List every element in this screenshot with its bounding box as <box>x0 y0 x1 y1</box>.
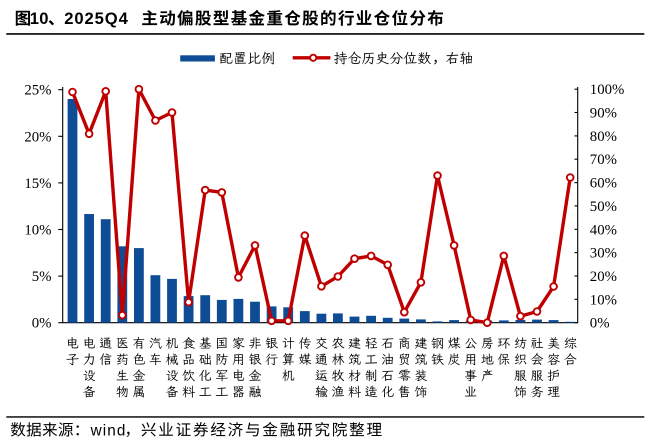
svg-text:wind: wind <box>90 422 127 439</box>
svg-text:5%: 5% <box>32 269 52 285</box>
svg-text:0%: 0% <box>590 316 610 332</box>
svg-text:50%: 50% <box>590 199 617 215</box>
svg-text:40%: 40% <box>590 222 617 238</box>
svg-text:2025Q4: 2025Q4 <box>64 9 128 28</box>
svg-text:15%: 15% <box>24 176 51 192</box>
svg-text:10%: 10% <box>24 223 51 239</box>
svg-text:80%: 80% <box>590 129 617 145</box>
svg-text:100%: 100% <box>590 82 625 98</box>
svg-text:10: 10 <box>30 9 49 28</box>
svg-text:10%: 10% <box>590 292 617 308</box>
svg-text:25%: 25% <box>24 83 51 99</box>
svg-text:70%: 70% <box>590 152 617 168</box>
svg-text:0%: 0% <box>32 316 52 332</box>
svg-text:20%: 20% <box>24 129 51 145</box>
svg-text:30%: 30% <box>590 246 617 262</box>
svg-text:20%: 20% <box>590 269 617 285</box>
svg-text:60%: 60% <box>590 176 617 192</box>
svg-text:90%: 90% <box>590 106 617 122</box>
